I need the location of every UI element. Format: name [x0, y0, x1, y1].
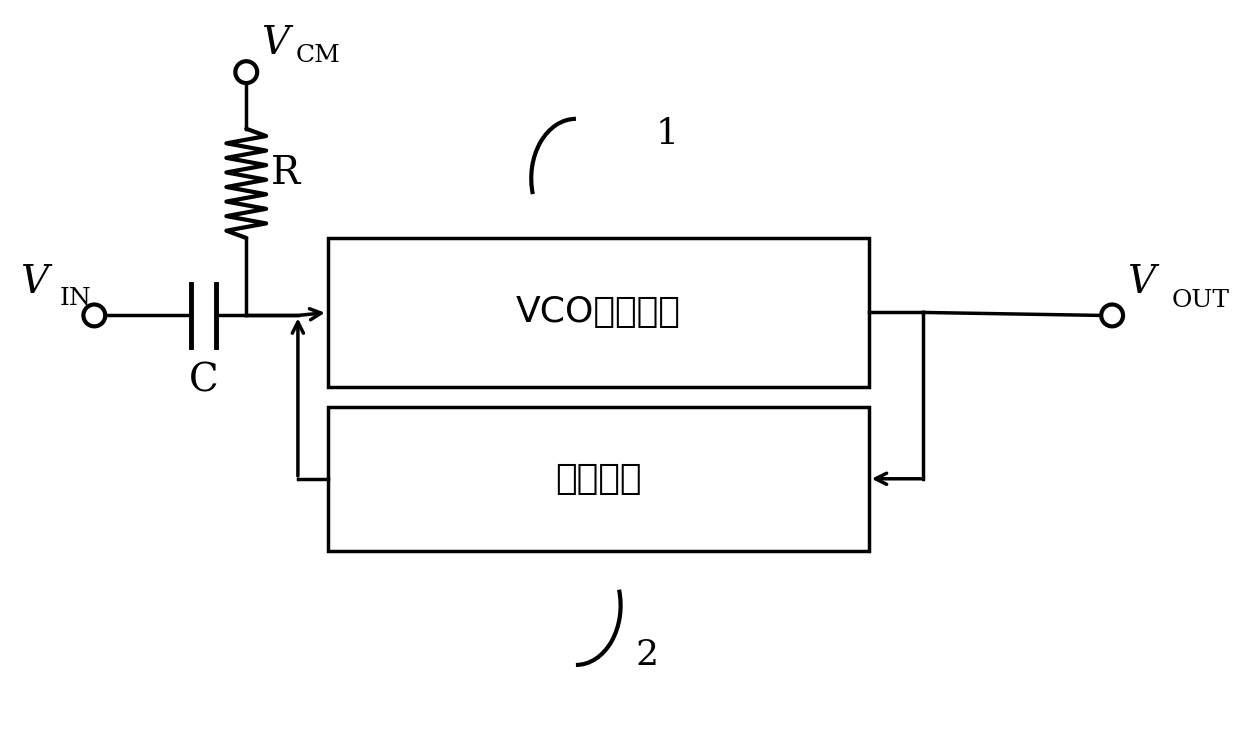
Text: OUT: OUT	[1172, 290, 1230, 312]
Text: IN: IN	[60, 287, 92, 311]
Text: V: V	[20, 263, 48, 301]
Text: 1: 1	[656, 117, 678, 150]
Text: 反馈模块: 反馈模块	[556, 462, 641, 496]
Bar	[327, 407, 869, 550]
Text: VCO量化模块: VCO量化模块	[516, 296, 681, 329]
Bar	[327, 238, 869, 387]
Text: C: C	[188, 362, 218, 399]
Text: CM: CM	[296, 44, 341, 67]
Text: V: V	[1127, 263, 1156, 301]
Text: V: V	[262, 26, 289, 62]
Text: R: R	[272, 155, 300, 192]
Text: 2: 2	[636, 638, 658, 672]
